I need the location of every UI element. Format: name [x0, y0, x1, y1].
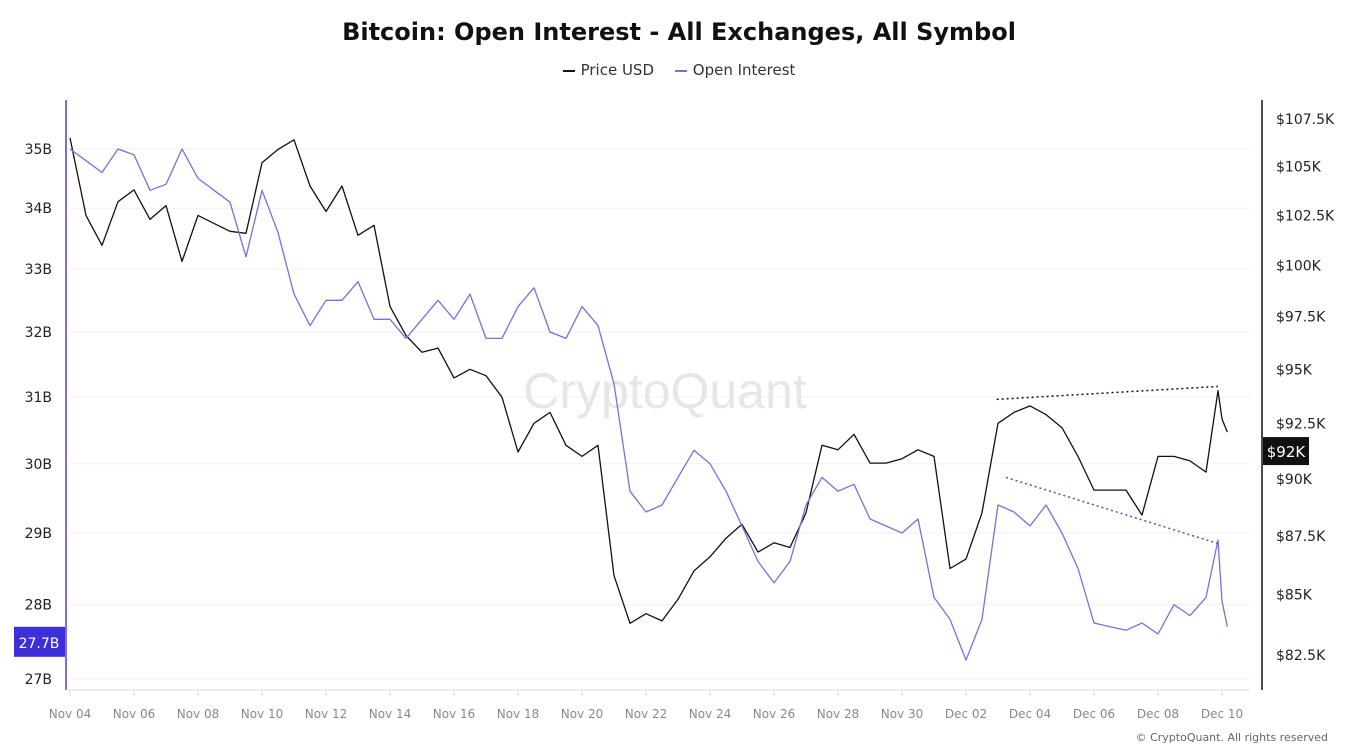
x-tick-label: Dec 02	[945, 707, 987, 721]
legend-swatch-price	[562, 69, 575, 72]
x-tick-label: Nov 06	[113, 707, 156, 721]
legend-label-open-interest: Open Interest	[692, 61, 796, 79]
left-tick-label: 35B	[25, 142, 52, 158]
right-tick-label: $85K	[1276, 588, 1313, 604]
current-open-interest-label: 27.7B	[19, 636, 60, 652]
x-tick-label: Nov 30	[881, 707, 924, 721]
x-tick-label: Nov 28	[817, 707, 860, 721]
legend-item-price[interactable]: Price USD	[562, 61, 654, 79]
right-tick-label: $87.5K	[1276, 529, 1326, 545]
right-tick-label: $92.5K	[1276, 416, 1326, 432]
left-tick-label: 32B	[25, 325, 52, 341]
copyright-footer: © CryptoQuant. All rights reserved	[1135, 731, 1328, 744]
dotted-trendline	[996, 385, 1219, 401]
current-price-label-bg	[1263, 437, 1309, 466]
right-tick-label: $107.5K	[1276, 112, 1335, 128]
x-tick-label: Nov 14	[369, 707, 412, 721]
x-tick-label: Dec 08	[1137, 707, 1179, 721]
left-tick-label: 34B	[25, 201, 52, 217]
right-tick-label: $90K	[1276, 472, 1313, 488]
x-tick-label: Dec 10	[1201, 707, 1243, 721]
right-tick-label: $82.5K	[1276, 648, 1326, 664]
x-tick-label: Nov 04	[49, 707, 92, 721]
left-tick-label: 29B	[25, 526, 52, 542]
current-price-label: $92K	[1267, 443, 1307, 461]
chart-title: Bitcoin: Open Interest - All Exchanges, …	[342, 18, 1016, 46]
left-tick-label: 31B	[25, 390, 52, 406]
legend: Price USD Open Interest	[0, 61, 1358, 79]
price-line	[69, 137, 1228, 624]
current-open-interest-label-bg	[14, 626, 65, 657]
right-tick-label: $100K	[1276, 258, 1322, 274]
watermark: CryptoQuant	[523, 363, 807, 419]
x-tick-label: Nov 16	[433, 707, 476, 721]
dotted-trendline	[1005, 476, 1219, 545]
legend-item-open-interest[interactable]: Open Interest	[674, 61, 796, 79]
legend-swatch-open-interest	[674, 69, 687, 72]
open-interest-line	[69, 148, 1228, 661]
left-tick-label: 30B	[25, 457, 52, 473]
right-tick-label: $102.5K	[1276, 208, 1335, 224]
x-tick-label: Nov 12	[305, 707, 348, 721]
left-tick-label: 28B	[25, 598, 52, 614]
x-tick-label: Dec 06	[1073, 707, 1115, 721]
x-tick-label: Nov 10	[241, 707, 284, 721]
x-tick-label: Nov 08	[177, 707, 220, 721]
legend-label-price: Price USD	[580, 61, 654, 79]
x-tick-label: Dec 04	[1009, 707, 1051, 721]
right-tick-label: $97.5K	[1276, 310, 1326, 326]
left-tick-label: 27B	[25, 672, 52, 688]
x-tick-label: Nov 18	[497, 707, 540, 721]
x-tick-label: Nov 22	[625, 707, 668, 721]
left-tick-label: 33B	[25, 262, 52, 278]
right-tick-label: $95K	[1276, 362, 1313, 378]
x-tick-label: Nov 24	[689, 707, 732, 721]
x-tick-label: Nov 20	[561, 707, 604, 721]
x-tick-label: Nov 26	[753, 707, 796, 721]
right-tick-label: $105K	[1276, 160, 1322, 176]
